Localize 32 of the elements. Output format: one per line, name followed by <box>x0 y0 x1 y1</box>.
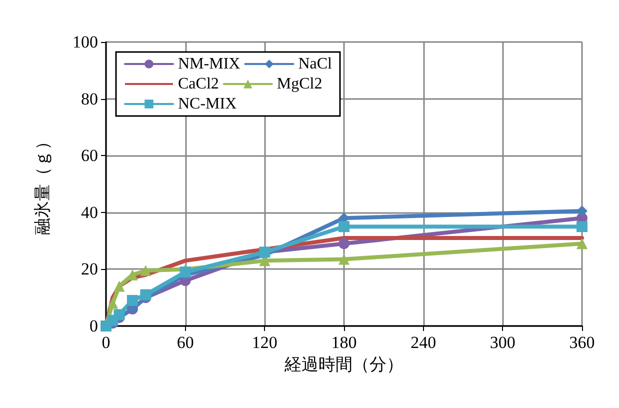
x-tick-label: 180 <box>331 333 357 352</box>
legend-label: NaCl <box>298 56 333 72</box>
y-tick-label: 40 <box>81 202 98 222</box>
x-tick-label: 60 <box>176 333 194 352</box>
point <box>576 221 588 232</box>
y-tick-label: 100 <box>72 32 98 52</box>
point <box>107 298 118 309</box>
y-tick-label: 60 <box>81 146 98 166</box>
y-axis-title: 融氷量（ｇ） <box>33 133 52 235</box>
legend-label: NM-MIX <box>178 56 241 72</box>
x-tick-label: 0 <box>102 333 110 352</box>
point <box>338 254 350 265</box>
point <box>140 289 152 300</box>
point <box>338 238 350 250</box>
point <box>576 205 588 216</box>
point <box>576 238 588 250</box>
legend-label: CaCl2 <box>178 76 219 92</box>
y-tick-label: 20 <box>81 260 98 279</box>
point <box>114 280 125 292</box>
point <box>126 294 138 306</box>
y-tick-label: 0 <box>90 316 98 336</box>
y-tick-label: 80 <box>81 89 98 108</box>
x-tick-label: 240 <box>410 333 436 352</box>
x-tick-label: 300 <box>490 333 516 352</box>
point <box>140 265 152 276</box>
point <box>114 309 125 320</box>
legend-label: MgCl2 <box>276 76 322 92</box>
point <box>338 221 350 232</box>
legend-label: NC-MIX <box>178 96 238 112</box>
x-tick-label: 360 <box>569 333 595 352</box>
x-axis-title: 経過時間（分） <box>284 354 404 374</box>
x-tick-label: 120 <box>252 333 278 352</box>
